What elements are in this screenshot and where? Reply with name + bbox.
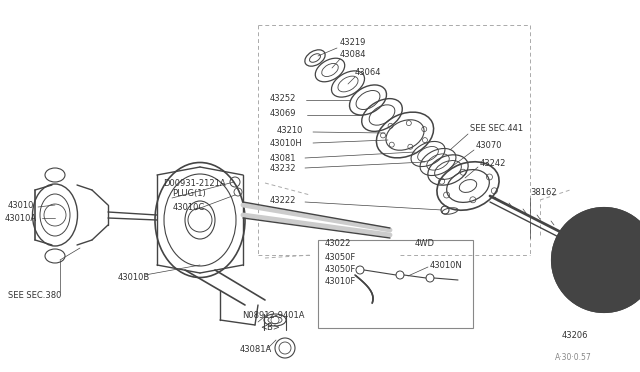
- Text: N08912-9401A: N08912-9401A: [242, 311, 305, 320]
- Text: 43010N: 43010N: [430, 260, 463, 269]
- Text: 43070: 43070: [476, 141, 502, 150]
- Text: 43010F: 43010F: [325, 278, 356, 286]
- Text: 43010C: 43010C: [173, 202, 205, 212]
- Text: 43050F: 43050F: [325, 266, 356, 275]
- Circle shape: [552, 208, 640, 312]
- Text: 43064: 43064: [355, 67, 381, 77]
- Bar: [318, 240, 473, 328]
- Text: <B>: <B>: [260, 324, 280, 333]
- Text: 43252: 43252: [270, 93, 296, 103]
- Text: 43084: 43084: [340, 49, 367, 58]
- Text: 4WD: 4WD: [415, 240, 435, 248]
- Text: A·30·0.57: A·30·0.57: [555, 353, 592, 362]
- Text: 43010H: 43010H: [270, 138, 303, 148]
- Text: 43069: 43069: [270, 109, 296, 118]
- Text: 43081A: 43081A: [240, 346, 272, 355]
- Text: 43206: 43206: [562, 330, 589, 340]
- Text: 43222: 43222: [270, 196, 296, 205]
- Text: 43050F: 43050F: [325, 253, 356, 262]
- Text: 43010B: 43010B: [118, 273, 150, 282]
- Text: 43081: 43081: [270, 154, 296, 163]
- Text: SEE SEC.441: SEE SEC.441: [470, 124, 523, 132]
- Text: 43022: 43022: [325, 240, 351, 248]
- Text: 43242: 43242: [480, 158, 506, 167]
- Text: 43010A: 43010A: [5, 214, 37, 222]
- Text: 38162: 38162: [530, 187, 557, 196]
- Text: PLUG(1): PLUG(1): [172, 189, 205, 198]
- Text: 43219: 43219: [340, 38, 366, 46]
- Text: SEE SEC.380: SEE SEC.380: [8, 291, 61, 299]
- Text: 43010: 43010: [8, 201, 35, 209]
- Text: 43232: 43232: [270, 164, 296, 173]
- Text: D00931-2121A: D00931-2121A: [163, 179, 226, 187]
- Text: 43210: 43210: [277, 125, 303, 135]
